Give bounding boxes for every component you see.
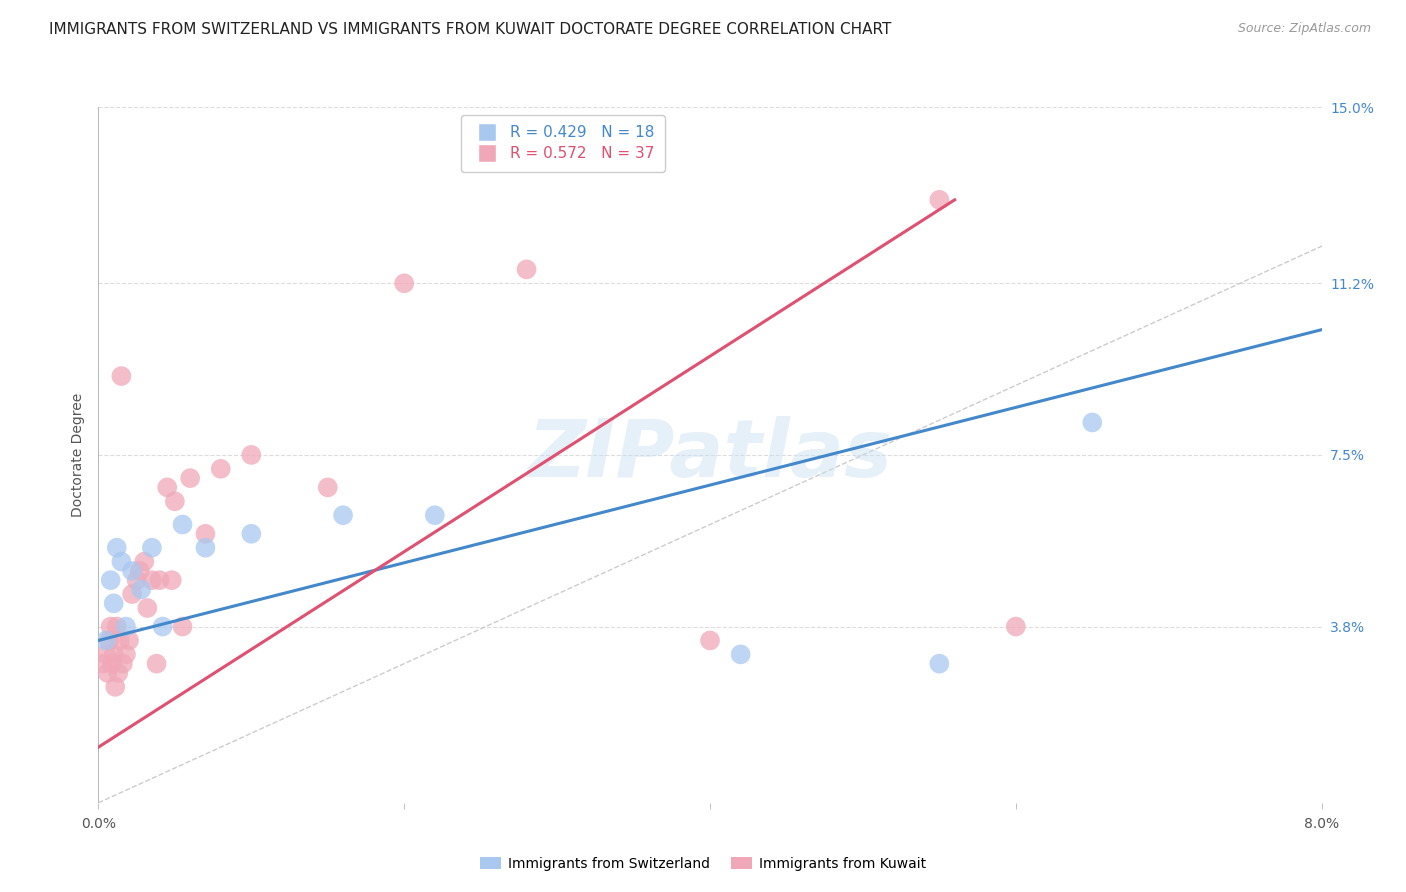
Point xyxy=(121,564,143,578)
Point xyxy=(107,665,129,680)
Point xyxy=(103,596,125,610)
Point xyxy=(699,633,721,648)
Point xyxy=(105,619,128,633)
Point xyxy=(125,573,148,587)
Point xyxy=(172,619,194,633)
Point xyxy=(1004,619,1026,633)
Y-axis label: Doctorate Degree: Doctorate Degree xyxy=(70,392,84,517)
Point xyxy=(98,633,121,648)
Point xyxy=(136,601,159,615)
Text: IMMIGRANTS FROM SWITZERLAND VS IMMIGRANTS FROM KUWAIT DOCTORATE DEGREE CORRELATI: IMMIGRANTS FROM SWITZERLAND VS IMMIGRANT… xyxy=(49,22,891,37)
Point xyxy=(110,369,132,384)
Point xyxy=(100,619,122,633)
Point xyxy=(194,541,217,555)
Point xyxy=(134,555,156,569)
Point xyxy=(194,526,217,541)
Point xyxy=(103,648,125,662)
Text: Source: ZipAtlas.com: Source: ZipAtlas.com xyxy=(1237,22,1371,36)
Point xyxy=(108,633,131,648)
Point xyxy=(97,665,120,680)
Point xyxy=(1081,416,1104,430)
Point xyxy=(156,480,179,494)
Point xyxy=(209,462,232,476)
Text: ZIPatlas: ZIPatlas xyxy=(527,416,893,494)
Point xyxy=(115,619,138,633)
Point xyxy=(91,657,114,671)
Point xyxy=(515,262,537,277)
Point xyxy=(100,573,122,587)
Point xyxy=(115,648,138,662)
Point xyxy=(423,508,446,523)
Point xyxy=(240,526,263,541)
Point xyxy=(149,573,172,587)
Point xyxy=(141,573,163,587)
Point xyxy=(163,494,186,508)
Point xyxy=(240,448,263,462)
Point xyxy=(101,657,124,671)
Point xyxy=(730,648,752,662)
Point xyxy=(129,582,152,597)
Point xyxy=(152,619,174,633)
Point xyxy=(94,648,117,662)
Point xyxy=(392,277,416,291)
Point xyxy=(118,633,141,648)
Point xyxy=(94,633,117,648)
Point xyxy=(111,657,134,671)
Point xyxy=(145,657,167,671)
Point xyxy=(332,508,354,523)
Point xyxy=(110,555,132,569)
Legend: Immigrants from Switzerland, Immigrants from Kuwait: Immigrants from Switzerland, Immigrants … xyxy=(475,851,931,876)
Point xyxy=(141,541,163,555)
Point xyxy=(160,573,183,587)
Point xyxy=(928,193,950,207)
Legend: R = 0.429   N = 18, R = 0.572   N = 37: R = 0.429 N = 18, R = 0.572 N = 37 xyxy=(461,115,665,172)
Point xyxy=(121,587,143,601)
Point xyxy=(179,471,201,485)
Point xyxy=(928,657,950,671)
Point xyxy=(172,517,194,532)
Point xyxy=(105,541,128,555)
Point xyxy=(316,480,339,494)
Point xyxy=(104,680,127,694)
Point xyxy=(128,564,150,578)
